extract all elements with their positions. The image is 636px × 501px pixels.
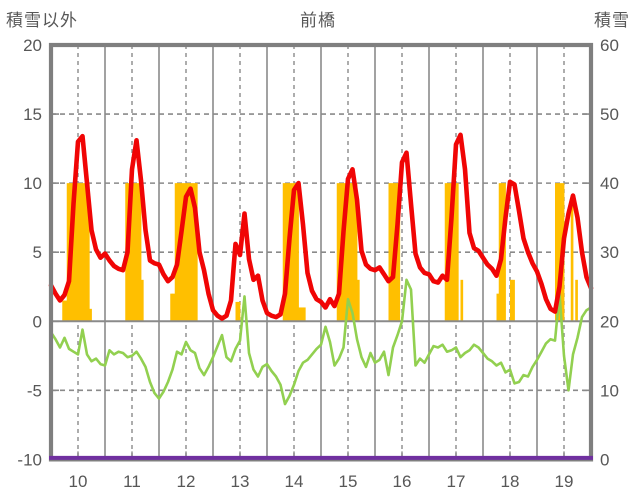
right-axis-tick-label: 20 [600, 312, 619, 331]
sunshine-bar [512, 279, 515, 322]
sunshine-bar [336, 183, 340, 322]
sunshine-bar [138, 183, 142, 322]
right-axis-tick-label: 50 [600, 105, 619, 124]
sunshine-bar [397, 183, 401, 322]
right-axis-tick-label: 40 [600, 174, 619, 193]
sunshine-bar [343, 183, 347, 322]
sunshine-bar [345, 183, 349, 322]
chart-title: 前橋 [300, 11, 336, 30]
sunshine-bar [73, 183, 77, 322]
sunshine-bar [555, 183, 558, 322]
sunshine-bar [136, 183, 140, 322]
sunshine-bar [303, 307, 306, 322]
sunshine-bar [80, 183, 83, 322]
green-line-series [49, 278, 593, 406]
left-axis-tick-label: -10 [17, 450, 42, 469]
right-axis-tick-label: 60 [600, 36, 619, 55]
sunshine-bar [170, 293, 173, 322]
left-axis-tick-label: 20 [23, 36, 42, 55]
x-axis-day-label: 12 [177, 472, 196, 491]
sunshine-bar [129, 183, 133, 322]
sunshine-bar [496, 293, 500, 322]
right-axis-title: 積雪 [594, 11, 630, 30]
sunshine-bar [510, 279, 513, 322]
sunshine-bar [291, 183, 295, 322]
red-temperature-line [48, 132, 594, 321]
sunshine-bar [294, 183, 297, 322]
x-axis-day-label: 13 [231, 472, 250, 491]
sunshine-bar [296, 183, 299, 322]
sunshine-bar [235, 301, 239, 322]
sunshine-bar [62, 300, 65, 322]
left-axis-title: 積雪以外 [6, 11, 78, 30]
sunshine-bar [453, 183, 457, 322]
sunshine-bar [298, 307, 302, 322]
sunshine-bar [192, 183, 196, 322]
x-axis-day-label: 15 [339, 472, 358, 491]
sunshine-bar [84, 183, 88, 322]
sunshine-bar [557, 183, 560, 322]
sunshine-bar [388, 183, 392, 322]
sunshine-bar [78, 183, 81, 322]
sunshine-bar [181, 183, 185, 322]
sunshine-bar [282, 183, 286, 322]
sunshine-bar [75, 183, 79, 322]
sunshine-bar [354, 183, 358, 322]
sunshine-bar [390, 183, 394, 322]
sunshine-bar [183, 183, 187, 322]
sunshine-bar [132, 183, 135, 322]
sunshine-bar [570, 196, 574, 322]
x-axis-day-label: 11 [123, 472, 141, 491]
sunshine-bar [503, 183, 506, 322]
x-axis-day-label: 17 [447, 472, 466, 491]
sunshine-bar [66, 183, 70, 322]
sunshine-bar [300, 307, 304, 322]
sunshine-bar [357, 279, 360, 322]
sunshine-bar [190, 183, 194, 322]
sunshine-bar [186, 183, 189, 322]
left-axis-tick-label: 5 [33, 243, 42, 262]
sunshine-bar [64, 300, 68, 322]
right-axis-tick-label: 10 [600, 381, 619, 400]
sunshine-bar [456, 183, 459, 322]
sunshine-bar [172, 293, 176, 322]
x-axis-day-label: 10 [69, 472, 88, 491]
sunshine-bar [82, 183, 86, 322]
sunshine-bar [237, 301, 241, 322]
right-axis-tick-label: 0 [600, 450, 609, 469]
sunshine-bar [350, 183, 353, 322]
sunshine-bar [451, 183, 455, 322]
sunshine-bar [575, 279, 578, 322]
sunshine-bar [188, 183, 191, 322]
sunshine-bar [174, 183, 178, 322]
sunshine-bar [289, 183, 293, 322]
sunshine-bar [87, 183, 90, 322]
left-axis-tick-label: 15 [23, 105, 42, 124]
x-axis-day-label: 19 [555, 472, 574, 491]
left-axis-tick-label: -5 [27, 381, 42, 400]
x-axis-day-label: 18 [501, 472, 520, 491]
sunshine-bar [89, 308, 92, 322]
right-axis-tick-label: 30 [600, 243, 619, 262]
sunshine-bar [348, 183, 351, 322]
sunshine-bar [134, 183, 137, 322]
sunshine-bar [460, 279, 464, 322]
sunshine-bar [195, 183, 198, 322]
left-axis-tick-label: 10 [23, 174, 42, 193]
sunshine-bar [444, 183, 448, 322]
x-axis-day-label: 14 [285, 472, 304, 491]
sunshine-bar [352, 183, 356, 322]
x-axis-day-label: 16 [393, 472, 412, 491]
left-axis-tick-label: 0 [33, 312, 42, 331]
sunshine-bar [141, 279, 144, 322]
